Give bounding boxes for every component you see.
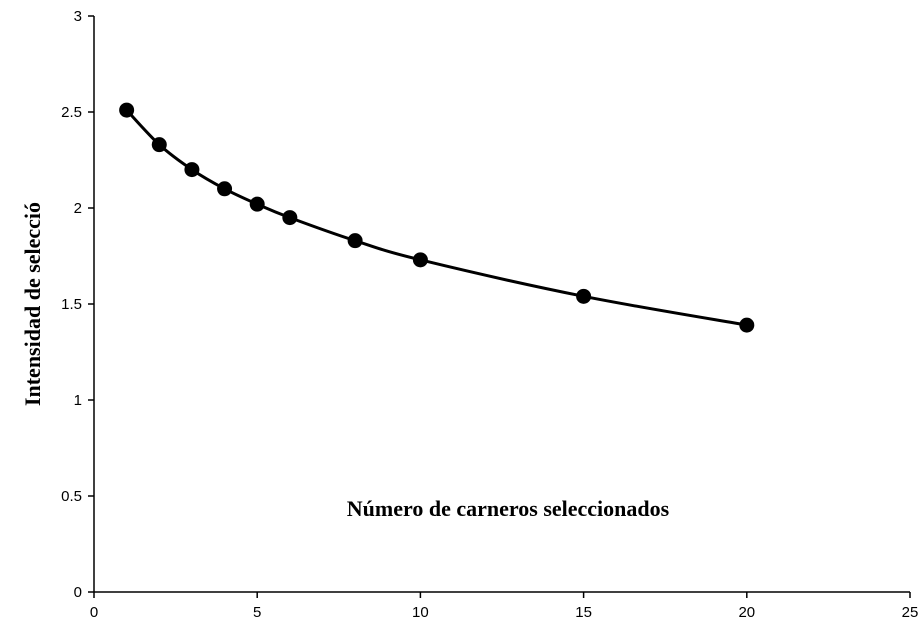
y-tick-label: 0 bbox=[74, 584, 82, 601]
x-ticks: 0 5 10 15 20 25 bbox=[90, 592, 919, 621]
x-axis: 0 5 10 15 20 25 bbox=[90, 592, 919, 621]
y-axis-title: Intensidad de selecció bbox=[20, 202, 45, 406]
x-tick-label: 0 bbox=[90, 604, 98, 621]
x-tick-label: 25 bbox=[902, 604, 919, 621]
x-tick-label: 5 bbox=[253, 604, 261, 621]
y-tick-label: 1.5 bbox=[61, 296, 82, 313]
data-point bbox=[348, 233, 363, 248]
y-ticks: 0 0.5 1 1.5 2 2.5 3 bbox=[61, 8, 94, 601]
x-axis-title: Número de carneros seleccionados bbox=[347, 496, 670, 521]
y-axis: 0 0.5 1 1.5 2 2.5 3 bbox=[61, 8, 94, 601]
data-point bbox=[282, 210, 297, 225]
data-point bbox=[119, 103, 134, 118]
y-tick-label: 2.5 bbox=[61, 104, 82, 121]
series-layer bbox=[119, 103, 754, 333]
x-tick-label: 10 bbox=[412, 604, 429, 621]
x-tick-label: 15 bbox=[575, 604, 592, 621]
series-line bbox=[127, 110, 747, 325]
data-point bbox=[217, 181, 232, 196]
data-point bbox=[739, 318, 754, 333]
data-point bbox=[184, 162, 199, 177]
data-point bbox=[576, 289, 591, 304]
y-tick-label: 1 bbox=[74, 392, 82, 409]
y-tick-label: 0.5 bbox=[61, 488, 82, 505]
y-tick-label: 3 bbox=[74, 8, 82, 25]
data-point bbox=[152, 137, 167, 152]
data-point bbox=[413, 252, 428, 267]
x-tick-label: 20 bbox=[738, 604, 755, 621]
data-point bbox=[250, 197, 265, 212]
y-tick-label: 2 bbox=[74, 200, 82, 217]
